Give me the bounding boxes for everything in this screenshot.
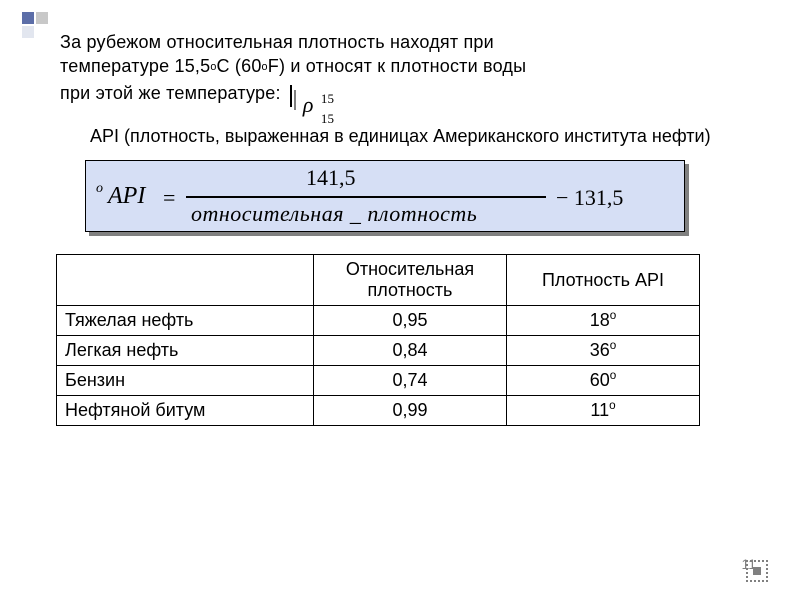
cell-name: Бензин [57, 366, 314, 396]
formula-denominator: относительная _ плотность [191, 201, 477, 227]
text: За рубежом относительная плотность наход… [60, 32, 494, 52]
text: при этой же температуре: [60, 83, 281, 103]
text: температуре 15,5 [60, 56, 210, 76]
cell-api: 60o [507, 366, 700, 396]
table-header-row: Относительная плотность Плотность API [57, 255, 700, 306]
cell-rel: 0,74 [314, 366, 507, 396]
text: С (60 [217, 56, 262, 76]
table-row: Бензин 0,74 60o [57, 366, 700, 396]
table-row: Нефтяной битум 0,99 11o [57, 396, 700, 426]
intro-paragraph: За рубежом относительная плотность наход… [60, 30, 760, 106]
table-row: Тяжелая нефть 0,95 18o [57, 306, 700, 336]
density-table: Относительная плотность Плотность API Тя… [56, 254, 700, 426]
rho-symbol: ρ [303, 93, 314, 117]
cell-rel: 0,84 [314, 336, 507, 366]
cell-rel: 0,99 [314, 396, 507, 426]
formula-equals: = [163, 185, 175, 211]
rho-subscript: 15 [321, 107, 334, 131]
cell-name: Легкая нефть [57, 336, 314, 366]
table-row: Легкая нефть 0,84 36o [57, 336, 700, 366]
cell-name: Нефтяной битум [57, 396, 314, 426]
cell-name: Тяжелая нефть [57, 306, 314, 336]
api-formula-box: o API = 141,5 относительная _ плотность … [85, 160, 685, 232]
header-api-density: Плотность API [507, 255, 700, 306]
cell-api: 11o [507, 396, 700, 426]
cell-api: 36o [507, 336, 700, 366]
degree-symbol: о [210, 61, 216, 73]
formula-api-label: API [108, 183, 145, 210]
header-empty [57, 255, 314, 306]
cell-rel: 0,95 [314, 306, 507, 336]
header-relative-density: Относительная плотность [314, 255, 507, 306]
formula-fraction-bar [186, 196, 546, 198]
degree-symbol: о [262, 61, 268, 73]
rho-formula-box: ρ 15 15 [290, 86, 292, 106]
formula-degree-sup: o [96, 181, 103, 197]
slide-number: 11 [741, 556, 756, 572]
api-definition: API (плотность, выраженная в единицах Ам… [90, 124, 760, 148]
formula-numerator: 141,5 [306, 165, 356, 191]
formula-tail: − 131,5 [556, 185, 623, 211]
cell-api: 18o [507, 306, 700, 336]
text: F) и относят к плотности воды [268, 56, 527, 76]
